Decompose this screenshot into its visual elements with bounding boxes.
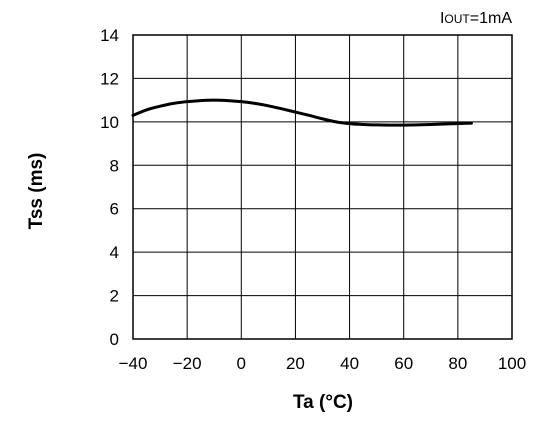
- x-axis-title: Ta (°C): [293, 392, 353, 413]
- x-tick-label: 80: [448, 354, 467, 373]
- x-tick-label: −20: [173, 354, 202, 373]
- y-tick-label: 4: [110, 243, 119, 262]
- condition-annotation: IOUT=1mA: [440, 10, 512, 27]
- x-tick-label: 0: [237, 354, 246, 373]
- y-tick-label: 2: [110, 287, 119, 306]
- plot-border: [132, 34, 513, 340]
- y-axis-title: Tss (ms): [26, 153, 47, 230]
- data-series: [131, 98, 473, 127]
- plot-frame: [132, 34, 513, 340]
- series-line: [131, 98, 473, 127]
- x-tick-labels: −40 −20 0 20 40 60 80 100: [119, 354, 527, 373]
- x-tick-label: 100: [498, 354, 526, 373]
- x-tick-label: 40: [340, 354, 359, 373]
- y-tick-label: 10: [100, 113, 119, 132]
- y-tick-label: 0: [110, 330, 119, 349]
- y-tick-label: 8: [110, 156, 119, 175]
- y-tick-label: 6: [110, 200, 119, 219]
- y-tick-labels: 0 2 4 6 8 10 12 14: [100, 26, 119, 349]
- x-tick-label: 20: [286, 354, 305, 373]
- y-tick-label: 14: [100, 26, 119, 45]
- y-tick-label: 12: [100, 69, 119, 88]
- grid-lines: [132, 34, 513, 340]
- x-tick-label: 60: [394, 354, 413, 373]
- x-tick-label: −40: [119, 354, 148, 373]
